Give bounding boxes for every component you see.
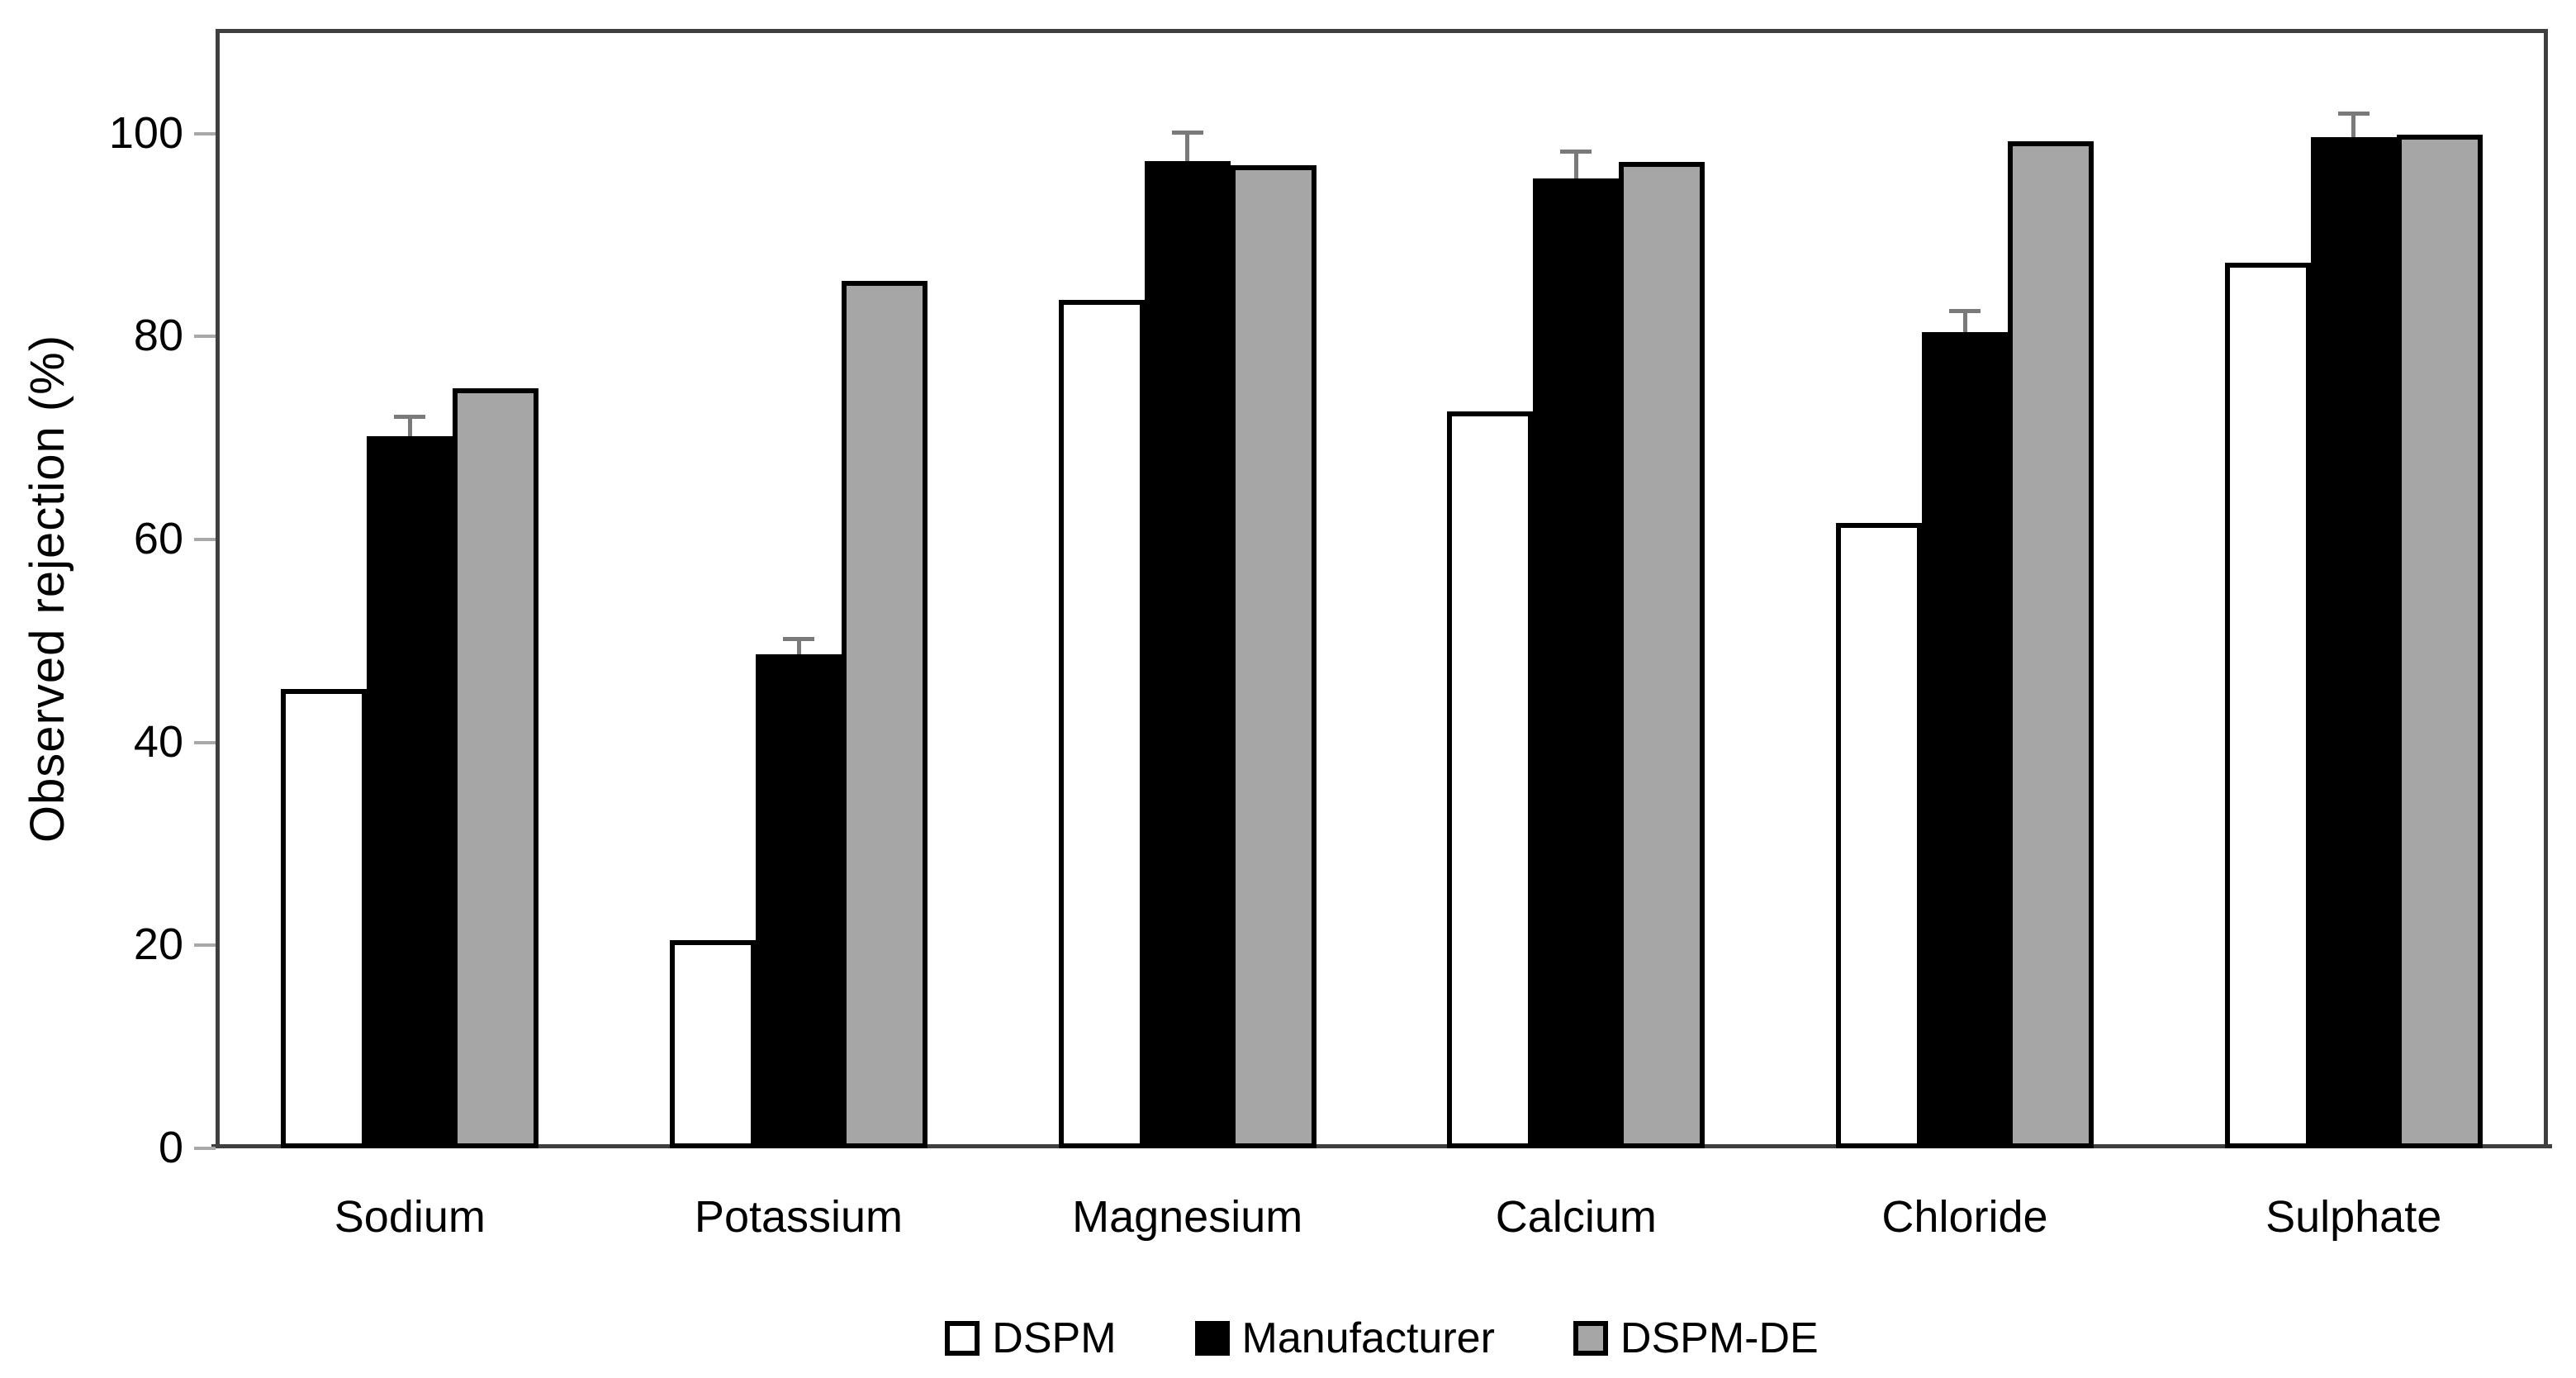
legend-item-dspm-de: DSPM-DE	[1573, 1314, 1819, 1363]
error-bar-cap	[1949, 309, 1981, 314]
bar-dspm-potassium	[670, 940, 756, 1148]
legend-swatch-icon	[1573, 1321, 1608, 1356]
x-tick-label-sulphate: Sulphate	[2265, 1192, 2442, 1242]
x-axis-category-labels: Sodium Potassium Magnesium Calcium Chloride S…	[216, 1194, 2548, 1252]
error-bar-whisker	[1573, 150, 1578, 178]
error-bar-whisker	[2351, 111, 2356, 138]
x-tick-label-sodium: Sodium	[334, 1192, 486, 1242]
bar-manufacturer-calcium	[1533, 178, 1620, 1148]
legend: DSPM Manufacturer DSPM-DE	[216, 1312, 2548, 1365]
y-tick-mark	[194, 740, 216, 744]
legend-label: DSPM	[992, 1314, 1117, 1362]
legend-item-dspm: DSPM	[945, 1314, 1117, 1363]
bar-dspm-chloride	[1836, 523, 1922, 1148]
bar-manufacturer-magnesium	[1144, 160, 1231, 1148]
y-tick-mark	[194, 131, 216, 135]
x-tick-label-chloride: Chloride	[1881, 1192, 2048, 1242]
bar-dspm-de-sodium	[453, 387, 539, 1148]
error-bar-cap	[1171, 130, 1203, 135]
legend-item-manufacturer: Manufacturer	[1194, 1314, 1495, 1363]
y-tick-mark	[194, 335, 216, 339]
bar-dspm-de-chloride	[2008, 141, 2094, 1148]
bar-dspm-de-magnesium	[1230, 164, 1316, 1148]
bar-dspm-calcium	[1447, 411, 1534, 1148]
error-bar-cap	[394, 414, 426, 419]
y-tick-mark	[194, 537, 216, 541]
plot-area	[194, 29, 2552, 1150]
bar-dspm-magnesium	[1058, 300, 1145, 1148]
x-tick-label-potassium: Potassium	[694, 1192, 904, 1242]
bar-manufacturer-potassium	[756, 653, 842, 1148]
error-bar-cap	[2337, 111, 2370, 116]
y-tick-label: 60	[133, 513, 183, 563]
plot-border-right	[2544, 29, 2548, 1148]
bar-dspm-sodium	[281, 688, 368, 1148]
x-tick-label-magnesium: Magnesium	[1072, 1192, 1303, 1242]
y-axis-tick-labels: 0 20 40 60 80 100	[0, 29, 183, 1171]
x-axis-line	[211, 1144, 2552, 1148]
y-axis-line	[216, 29, 220, 1148]
error-bar-cap	[783, 636, 814, 641]
y-tick-mark	[194, 943, 216, 948]
legend-swatch-icon	[1194, 1321, 1230, 1356]
error-bar-whisker	[1185, 130, 1190, 161]
bar-manufacturer-sodium	[367, 435, 453, 1148]
error-bar-cap	[1560, 150, 1592, 154]
bar-dspm-de-potassium	[842, 280, 927, 1148]
plot-border-top	[216, 29, 2548, 33]
bar-manufacturer-sulphate	[2310, 137, 2397, 1148]
error-bar-whisker	[796, 636, 801, 654]
y-tick-mark	[194, 1147, 216, 1150]
bar-dspm-sulphate	[2224, 262, 2311, 1148]
legend-label: Manufacturer	[1241, 1314, 1495, 1362]
bar-dspm-de-calcium	[1619, 161, 1705, 1148]
y-tick-label: 100	[108, 107, 183, 158]
legend-swatch-icon	[945, 1321, 980, 1356]
error-bar-whisker	[1962, 309, 1967, 333]
bar-manufacturer-chloride	[1922, 332, 2008, 1148]
y-tick-label: 20	[133, 919, 183, 970]
y-tick-label: 0	[158, 1122, 183, 1172]
error-bar-whisker	[407, 414, 412, 436]
x-tick-label-calcium: Calcium	[1495, 1192, 1657, 1242]
bar-dspm-de-sulphate	[2396, 134, 2483, 1148]
y-tick-label: 80	[133, 310, 183, 360]
y-tick-label: 40	[133, 716, 183, 767]
legend-label: DSPM-DE	[1620, 1314, 1819, 1362]
